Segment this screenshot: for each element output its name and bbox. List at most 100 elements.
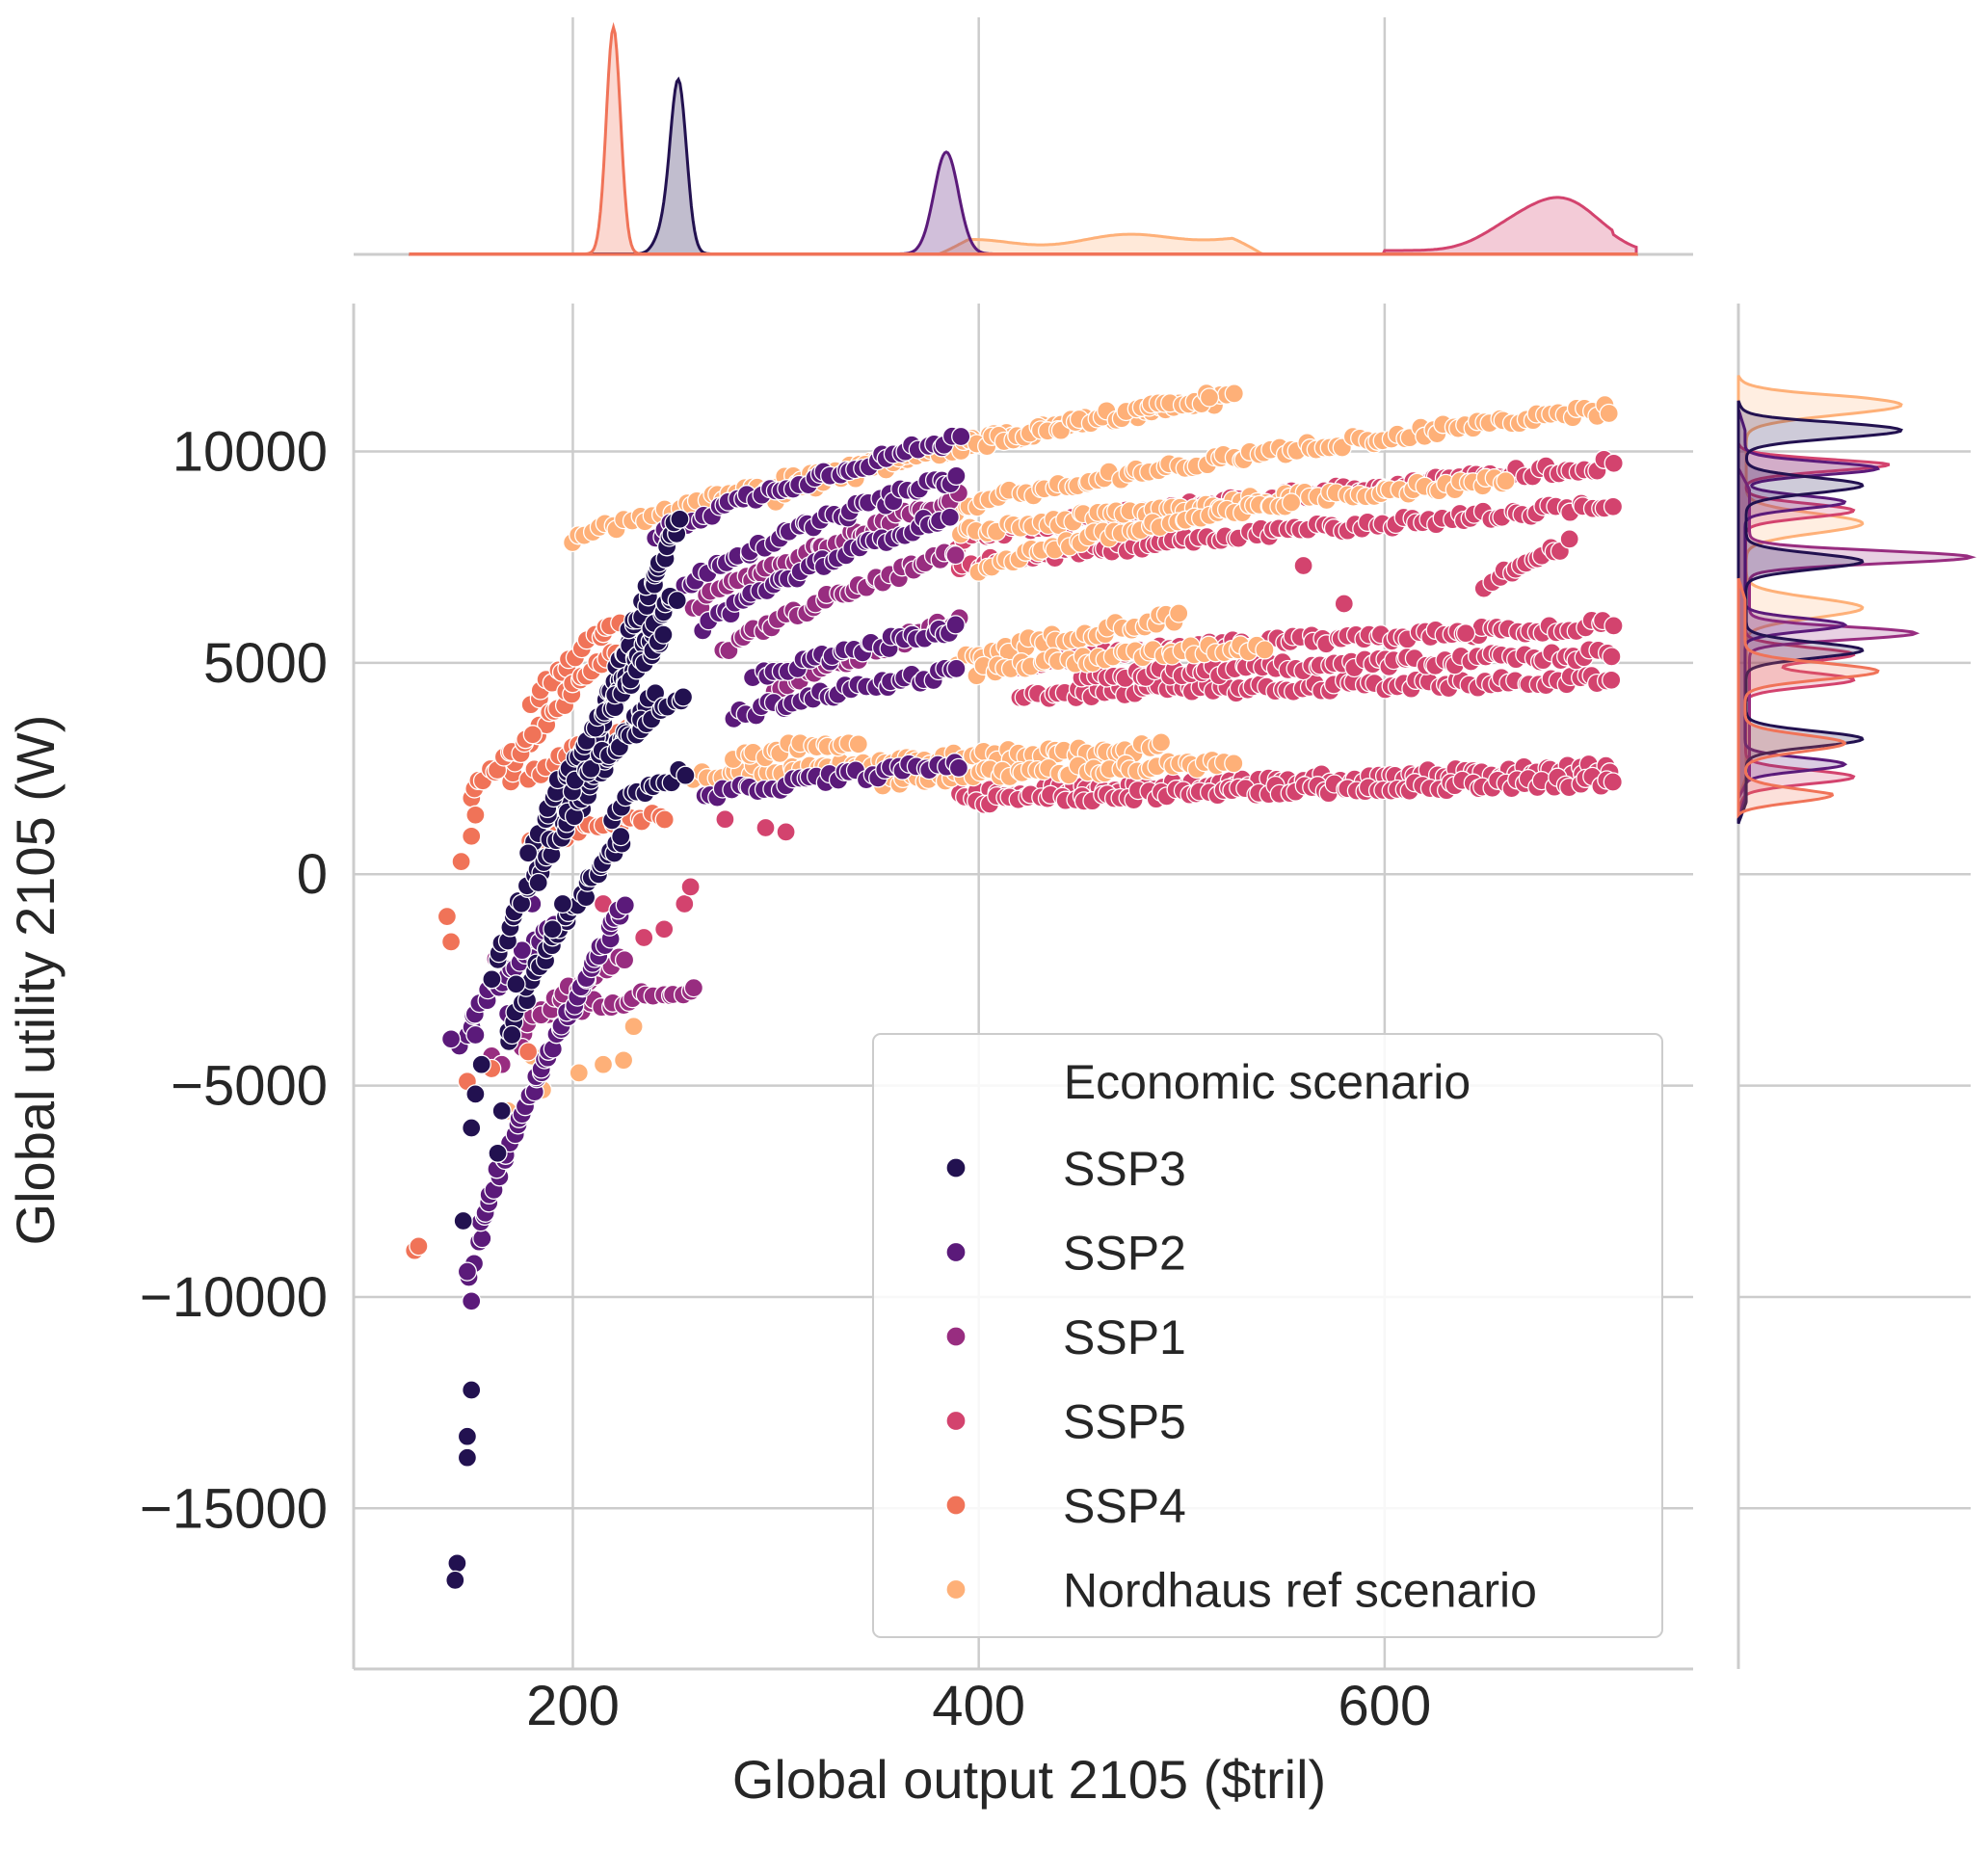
legend-item-ssp3: SSP3 — [945, 1142, 1186, 1196]
legend-label: SSP3 — [1063, 1142, 1186, 1196]
scatter-point — [613, 1050, 634, 1071]
x-tick-label: 600 — [1338, 1675, 1431, 1737]
scatter-point — [462, 1380, 482, 1400]
scatter-point — [1151, 732, 1172, 753]
scatter-point — [517, 1042, 539, 1062]
legend-marker — [945, 1495, 967, 1516]
scatter-point — [453, 1210, 473, 1231]
scatter-point — [623, 1017, 644, 1037]
scatter-point — [447, 1553, 467, 1574]
scatter-point — [670, 509, 690, 529]
scatter-point — [945, 544, 966, 566]
scatter-point — [437, 906, 458, 927]
right-kde-ssp4 — [1736, 577, 1880, 819]
scatter-point — [506, 974, 526, 994]
scatter-point — [948, 757, 969, 779]
scatter-point — [488, 1143, 508, 1163]
scatter-point — [1224, 384, 1244, 404]
scatter-points — [405, 383, 1624, 1591]
series-nordhaus-ref-scenario — [497, 383, 1619, 1122]
scatter-point — [1603, 496, 1624, 516]
scatter-point — [1602, 647, 1622, 667]
scatter-point — [1496, 471, 1516, 491]
scatter-point — [1293, 555, 1313, 576]
scatter-point — [457, 1447, 478, 1468]
legend-item-ssp1: SSP1 — [945, 1310, 1186, 1364]
legend-marker — [945, 1326, 967, 1347]
scatter-point — [951, 426, 971, 447]
y-tick-label: −5000 — [171, 1055, 328, 1118]
y-axis-title: Global utility 2105 (W) — [5, 715, 66, 1246]
x-tick-label: 400 — [932, 1675, 1025, 1737]
series-ssp2 — [440, 426, 971, 1311]
top-marginal-kde — [409, 21, 1638, 256]
scatter-point — [615, 895, 635, 915]
top-kde-ssp3 — [409, 76, 1638, 256]
y-tick-label: 5000 — [203, 632, 328, 695]
scatter-point — [848, 734, 868, 754]
series-ssp3 — [445, 509, 696, 1591]
scatter-point — [409, 1236, 429, 1257]
scatter-point — [472, 1229, 492, 1249]
legend-marker — [945, 1410, 967, 1432]
scatter-point — [1602, 670, 1622, 690]
scatter-point — [593, 1054, 614, 1074]
legend-label: SSP5 — [1063, 1395, 1186, 1449]
scatter-point — [634, 927, 654, 948]
legend-label: SSP1 — [1063, 1310, 1186, 1364]
scatter-point — [653, 624, 674, 645]
scatter-point — [482, 969, 502, 990]
scatter-point — [715, 809, 735, 830]
scatter-point — [445, 1570, 465, 1591]
scatter-point — [755, 817, 776, 838]
scatter-point — [552, 893, 573, 914]
legend-item-ssp5: SSP5 — [945, 1395, 1186, 1449]
scatter-point — [471, 1054, 491, 1074]
scatter-point — [614, 950, 635, 970]
y-tick-label: −10000 — [140, 1266, 328, 1329]
scatter-point — [675, 893, 695, 914]
scatter-point — [465, 1084, 486, 1104]
scatter-point — [776, 822, 796, 842]
scatter-point — [451, 851, 471, 872]
y-tick-label: −15000 — [140, 1477, 328, 1540]
scatter-point — [654, 809, 675, 830]
scatter-point — [680, 877, 701, 897]
legend-item-ssp2: SSP2 — [945, 1227, 1186, 1281]
scatter-point — [502, 1024, 522, 1046]
legend: Economic scenario SSP3 SSP2 SSP1 SSP5 SSP4 No… — [872, 1033, 1663, 1638]
legend-marker — [945, 1578, 967, 1601]
scatter-point — [654, 919, 675, 940]
scatter-point — [465, 1024, 486, 1046]
scatter-point — [673, 687, 694, 707]
legend-label: SSP4 — [1063, 1479, 1186, 1533]
legend-title: Economic scenario — [1064, 1055, 1471, 1109]
scatter-point — [940, 507, 960, 527]
scatter-point — [1559, 529, 1579, 549]
scatter-point — [1169, 603, 1189, 623]
legend-items: SSP3 SSP2 SSP1 SSP5 SSP4 Nordhaus ref scenari… — [945, 1142, 1537, 1618]
scatter-point — [569, 1063, 589, 1083]
scatter-point — [457, 1261, 478, 1282]
legend-marker — [945, 1157, 967, 1178]
x-tick-label: 200 — [526, 1675, 620, 1737]
legend-label: SSP2 — [1063, 1227, 1186, 1281]
scatter-point — [1334, 594, 1354, 614]
scatter-point — [462, 826, 482, 846]
scatter-point — [611, 826, 631, 847]
scatter-point — [1281, 492, 1302, 513]
scatter-point — [945, 615, 966, 635]
scatter-point — [440, 1029, 462, 1049]
scatter-point — [462, 1118, 482, 1138]
scatter-point — [946, 465, 967, 487]
scatter-point — [1255, 640, 1275, 660]
scatter-point — [528, 872, 548, 893]
scatter-point — [457, 1426, 478, 1446]
tick-labels: 200 400 600 10000 5000 0 −5000 −10000 −15000 — [140, 421, 1431, 1737]
scatter-point — [517, 843, 539, 863]
legend-label: Nordhaus ref scenario — [1063, 1564, 1537, 1618]
scatter-point — [676, 765, 696, 785]
top-kde-ssp4 — [409, 21, 1638, 256]
scatter-point — [522, 725, 543, 745]
